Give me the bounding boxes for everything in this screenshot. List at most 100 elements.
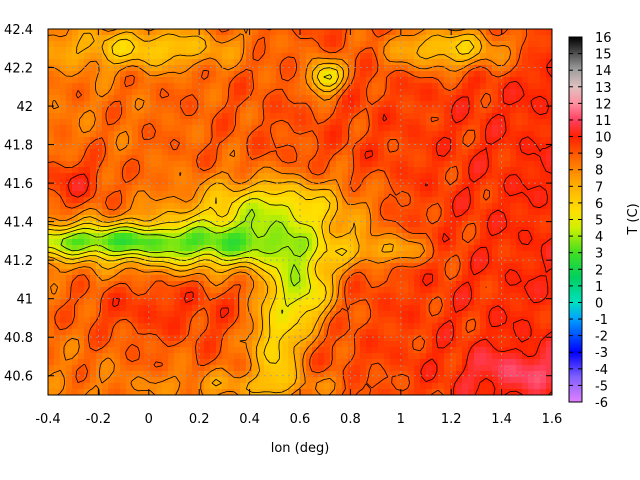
heatmap-cell: [228, 269, 235, 276]
heatmap-cell: [294, 185, 301, 192]
heatmap-cell: [426, 287, 433, 294]
heatmap-cell: [342, 305, 349, 312]
heatmap-cell: [270, 53, 277, 60]
heatmap-cell: [66, 59, 73, 66]
heatmap-cell: [372, 161, 379, 168]
heatmap-cell: [138, 101, 145, 108]
heatmap-cell: [210, 83, 217, 90]
heatmap-cell: [408, 329, 415, 336]
heatmap-cell: [504, 29, 511, 36]
heatmap-cell: [186, 59, 193, 66]
heatmap-cell: [138, 263, 145, 270]
heatmap-cell: [246, 365, 253, 372]
heatmap-cell: [540, 173, 547, 180]
heatmap-cell: [444, 347, 451, 354]
heatmap-cell: [300, 77, 307, 84]
heatmap-cell: [96, 59, 103, 66]
heatmap-cell: [282, 209, 289, 216]
heatmap-cell: [432, 137, 439, 144]
heatmap-cell: [138, 137, 145, 144]
heatmap-cell: [270, 59, 277, 66]
heatmap-cell: [402, 161, 409, 168]
heatmap-cell: [516, 263, 523, 270]
heatmap-cell: [120, 83, 127, 90]
heatmap-cell: [204, 281, 211, 288]
heatmap-cell: [168, 161, 175, 168]
heatmap-cell: [372, 35, 379, 42]
heatmap-cell: [54, 119, 61, 126]
heatmap-cell: [48, 305, 55, 312]
heatmap-cell: [306, 209, 313, 216]
heatmap-cell: [174, 119, 181, 126]
heatmap-cell: [252, 71, 259, 78]
heatmap-cell: [372, 353, 379, 360]
heatmap-cell: [246, 125, 253, 132]
heatmap-cell: [492, 347, 499, 354]
heatmap-cell: [414, 167, 421, 174]
heatmap-cell: [294, 287, 301, 294]
heatmap-cell: [336, 149, 343, 156]
heatmap-cell: [270, 203, 277, 210]
heatmap-cell: [72, 95, 79, 102]
heatmap-cell: [84, 221, 91, 228]
heatmap-cell: [300, 185, 307, 192]
heatmap-cell: [96, 317, 103, 324]
heatmap-cell: [198, 203, 205, 210]
heatmap-cell: [204, 335, 211, 342]
heatmap-cell: [312, 371, 319, 378]
heatmap-cell: [102, 29, 109, 36]
heatmap-cell: [246, 185, 253, 192]
heatmap-cell: [102, 35, 109, 42]
heatmap-cell: [174, 287, 181, 294]
heatmap-cell: [216, 305, 223, 312]
heatmap-cell: [120, 65, 127, 72]
heatmap-cell: [168, 263, 175, 270]
heatmap-cell: [504, 161, 511, 168]
heatmap-cell: [216, 335, 223, 342]
heatmap-cell: [96, 335, 103, 342]
heatmap-cell: [108, 53, 115, 60]
heatmap-cell: [450, 125, 457, 132]
heatmap-cell: [192, 179, 199, 186]
heatmap-cell: [498, 59, 505, 66]
heatmap-cell: [372, 191, 379, 198]
heatmap-cell: [534, 335, 541, 342]
heatmap-cell: [402, 53, 409, 60]
heatmap-cell: [108, 209, 115, 216]
heatmap-cell: [384, 305, 391, 312]
heatmap-cell: [426, 155, 433, 162]
heatmap-cell: [156, 365, 163, 372]
heatmap-cell: [72, 251, 79, 258]
heatmap-cell: [456, 89, 463, 96]
heatmap-cell: [444, 269, 451, 276]
heatmap-cell: [342, 149, 349, 156]
heatmap-cell: [210, 383, 217, 390]
heatmap-cell: [360, 251, 367, 258]
heatmap-cell: [450, 311, 457, 318]
heatmap-cell: [78, 77, 85, 84]
heatmap-cell: [48, 77, 55, 84]
heatmap-cell: [132, 371, 139, 378]
heatmap-cell: [204, 149, 211, 156]
heatmap-cell: [246, 263, 253, 270]
heatmap-cell: [264, 341, 271, 348]
heatmap-cell: [198, 59, 205, 66]
heatmap-cell: [168, 251, 175, 258]
heatmap-cell: [54, 29, 61, 36]
heatmap-cell: [504, 185, 511, 192]
heatmap-cell: [96, 341, 103, 348]
heatmap-cell: [90, 359, 97, 366]
heatmap-cell: [204, 107, 211, 114]
heatmap-cell: [282, 287, 289, 294]
heatmap-cell: [342, 83, 349, 90]
heatmap-cell: [312, 377, 319, 384]
heatmap-cell: [498, 125, 505, 132]
heatmap-cell: [372, 185, 379, 192]
heatmap-cell: [168, 41, 175, 48]
heatmap-cell: [132, 29, 139, 36]
heatmap-cell: [186, 149, 193, 156]
heatmap-cell: [66, 239, 73, 246]
heatmap-cell: [168, 47, 175, 54]
heatmap-cell: [168, 53, 175, 60]
heatmap-cell: [438, 263, 445, 270]
